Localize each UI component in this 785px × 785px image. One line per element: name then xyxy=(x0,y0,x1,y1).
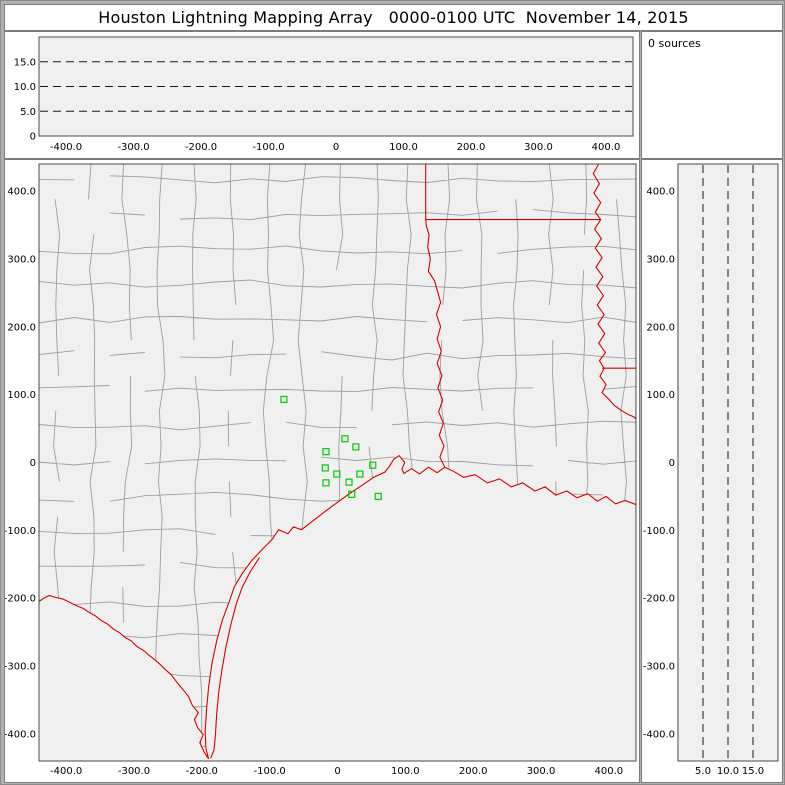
altitude-gridlines xyxy=(40,61,632,112)
title-bar: Houston Lightning Mapping Array 0000-010… xyxy=(5,5,782,30)
svg-text:100.0: 100.0 xyxy=(646,390,675,401)
svg-text:300.0: 300.0 xyxy=(527,766,556,777)
map-plot: 400.0300.0200.0100.00-100.0-200.0-300.0-… xyxy=(5,163,637,777)
svg-text:300.0: 300.0 xyxy=(7,254,36,265)
map-y-tick-labels: 400.0 300.0 200.0 100.0 0 -100.0 -200.0 -300.0 -… xyxy=(5,187,36,741)
alt-ew-x-tick-labels: -400.0 -300.0 -200.0 -100.0 0 100.0 200.0 300.0… xyxy=(50,142,620,153)
svg-text:-400.0: -400.0 xyxy=(50,766,82,777)
svg-text:5.0: 5.0 xyxy=(695,766,711,777)
svg-text:100.0: 100.0 xyxy=(391,766,420,777)
svg-text:-300.0: -300.0 xyxy=(117,142,149,153)
svg-text:-100.0: -100.0 xyxy=(254,766,286,777)
alt-ns-plot-area xyxy=(677,163,779,762)
svg-text:0: 0 xyxy=(333,142,339,153)
svg-text:300.0: 300.0 xyxy=(646,254,675,265)
alt-ns-x-tick-labels: 5.0 10.0 15.0 xyxy=(695,766,764,777)
svg-text:10.0: 10.0 xyxy=(14,82,36,93)
svg-text:5.0: 5.0 xyxy=(20,107,36,118)
station-marker xyxy=(280,395,288,404)
state-borders-and-coastline xyxy=(39,164,636,760)
svg-text:200.0: 200.0 xyxy=(7,322,36,333)
altitude-gridlines xyxy=(702,165,754,760)
svg-text:400.0: 400.0 xyxy=(595,766,624,777)
svg-text:200.0: 200.0 xyxy=(459,766,488,777)
svg-text:-300.0: -300.0 xyxy=(5,662,36,673)
svg-text:0: 0 xyxy=(30,132,36,143)
svg-text:200.0: 200.0 xyxy=(646,322,675,333)
station-marker xyxy=(356,470,364,478)
svg-text:-400.0: -400.0 xyxy=(5,729,36,740)
station-marker xyxy=(369,461,377,469)
svg-text:400.0: 400.0 xyxy=(646,187,675,198)
station-marker xyxy=(322,448,330,456)
svg-text:0: 0 xyxy=(30,458,36,469)
svg-text:400.0: 400.0 xyxy=(7,187,36,198)
svg-text:15.0: 15.0 xyxy=(14,57,36,68)
svg-text:400.0: 400.0 xyxy=(592,142,621,153)
altitude-ew-panel: 15.0 10.0 5.0 0 -400.0 -300.0 -200.0 -100.0 0 100… xyxy=(5,32,639,158)
alt-ew-plot-area xyxy=(38,36,634,137)
svg-text:200.0: 200.0 xyxy=(457,142,486,153)
station-marker xyxy=(374,492,382,501)
station-markers xyxy=(280,395,382,501)
station-marker xyxy=(348,490,356,498)
map-frame xyxy=(38,163,637,762)
altitude-ns-panel: 400.0 300.0 200.0 100.0 0 -100.0 -200.0 -300.0 -… xyxy=(642,160,782,782)
svg-text:15.0: 15.0 xyxy=(742,766,764,777)
altitude-ns-plot: 400.0 300.0 200.0 100.0 0 -100.0 -200.0 -300.0 -… xyxy=(643,163,779,777)
station-marker xyxy=(341,435,349,443)
svg-text:-300.0: -300.0 xyxy=(118,766,150,777)
svg-text:-200.0: -200.0 xyxy=(643,594,675,605)
svg-text:10.0: 10.0 xyxy=(717,766,739,777)
svg-text:-300.0: -300.0 xyxy=(643,662,675,673)
svg-text:100.0: 100.0 xyxy=(389,142,418,153)
svg-text:100.0: 100.0 xyxy=(7,390,36,401)
svg-text:0: 0 xyxy=(669,458,675,469)
station-marker xyxy=(321,464,329,472)
svg-text:0: 0 xyxy=(334,766,340,777)
alt-ns-y-tick-labels: 400.0 300.0 200.0 100.0 0 -100.0 -200.0 -300.0 -… xyxy=(643,187,675,741)
page-title: Houston Lightning Mapping Array 0000-010… xyxy=(98,8,689,27)
svg-text:-200.0: -200.0 xyxy=(185,142,217,153)
map-x-tick-labels: -400.0 -300.0 -200.0 -100.0 0 100.0 200.0 300.0… xyxy=(50,766,623,777)
alt-ew-y-tick-labels: 15.0 10.0 5.0 0 xyxy=(14,57,36,142)
station-marker xyxy=(352,443,360,451)
svg-text:-200.0: -200.0 xyxy=(186,766,218,777)
sources-panel: 0 sources xyxy=(642,32,782,158)
svg-text:-200.0: -200.0 xyxy=(5,594,36,605)
station-marker xyxy=(333,470,341,478)
svg-text:-100.0: -100.0 xyxy=(5,526,36,537)
svg-text:300.0: 300.0 xyxy=(524,142,553,153)
svg-text:-100.0: -100.0 xyxy=(643,526,675,537)
svg-text:-400.0: -400.0 xyxy=(50,142,82,153)
sources-count-label: 0 sources xyxy=(648,37,701,50)
svg-text:-400.0: -400.0 xyxy=(643,729,675,740)
station-marker xyxy=(322,479,330,487)
station-marker xyxy=(345,478,353,486)
map-panel: 400.0 300.0 200.0 100.0 0 -100.0 -200.0 -300.0-… xyxy=(5,160,639,782)
altitude-ew-plot: 15.0 10.0 5.0 0 -400.0 -300.0 -200.0 -100.0 0 100… xyxy=(14,36,634,153)
svg-text:-100.0: -100.0 xyxy=(252,142,284,153)
